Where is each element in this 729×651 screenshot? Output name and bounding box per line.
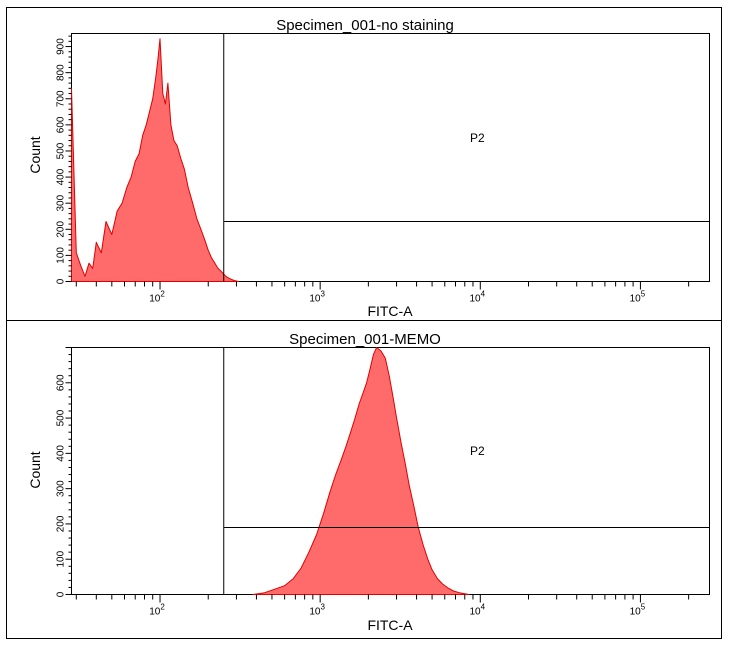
top-chart-title: Specimen_001-no staining — [276, 17, 454, 34]
y-tick-label: 900 — [56, 38, 67, 55]
y-tick-label: 800 — [56, 64, 67, 81]
y-tick-label: 600 — [56, 116, 67, 133]
x-tick-exponent: 5 — [641, 603, 646, 612]
y-tick-label: 300 — [56, 480, 67, 497]
top-x-axis-ticks: 102 103 104 105 — [75, 281, 690, 305]
bottom-histogram-series — [252, 347, 470, 595]
x-tick-label: 105 — [630, 290, 646, 305]
bottom-gate-p2 — [223, 347, 710, 595]
x-tick-label: 104 — [470, 603, 486, 618]
x-tick-label: 102 — [149, 290, 165, 305]
bottom-panel: Specimen_001-MEMO P2 0 100 200 300 400 500 600… — [27, 331, 710, 633]
bottom-gate-label: P2 — [470, 444, 485, 458]
y-tick-label: 300 — [56, 194, 67, 211]
bottom-y-axis-ticks: 0 100 200 300 400 500 600 — [56, 347, 72, 597]
y-tick-label: 400 — [56, 168, 67, 185]
top-gate-p2 — [223, 33, 710, 282]
x-tick-exponent: 2 — [160, 603, 165, 612]
x-tick-label: 104 — [470, 290, 486, 305]
top-panel: Specimen_001-no staining P2 010020030040… — [27, 17, 710, 319]
y-tick-label: 100 — [56, 550, 67, 567]
x-tick-exponent: 5 — [641, 290, 646, 299]
top-gate-label: P2 — [470, 131, 485, 145]
bottom-y-axis-label: Count — [27, 451, 43, 488]
x-tick-label: 105 — [630, 603, 646, 618]
x-tick-base: 10 — [470, 607, 482, 618]
bottom-chart-title: Specimen_001-MEMO — [289, 331, 441, 348]
x-tick-exponent: 3 — [320, 603, 325, 612]
bottom-x-axis-ticks: 102 103 104 105 — [75, 594, 690, 618]
top-y-axis-label: Count — [27, 136, 43, 173]
x-tick-base: 10 — [149, 294, 161, 305]
x-tick-base: 10 — [470, 294, 482, 305]
y-tick-label: 500 — [56, 142, 67, 159]
y-tick-label: 500 — [56, 409, 67, 426]
x-tick-label: 103 — [309, 290, 325, 305]
top-histogram-series — [71, 38, 240, 282]
y-tick-label: 600 — [56, 374, 67, 391]
top-y-axis-ticks: 0 100 200 300 400 500 600 700 800 900 — [56, 35, 72, 284]
y-tick-label: 200 — [56, 515, 67, 532]
x-tick-label: 102 — [149, 603, 165, 618]
bottom-histogram-area — [252, 347, 470, 595]
x-tick-base: 10 — [630, 607, 642, 618]
x-tick-exponent: 3 — [320, 290, 325, 299]
y-tick-label: 200 — [56, 221, 67, 238]
y-tick-label: 700 — [56, 90, 67, 107]
x-tick-base: 10 — [630, 294, 642, 305]
x-tick-exponent: 4 — [481, 290, 486, 299]
x-tick-exponent: 2 — [160, 290, 165, 299]
x-tick-exponent: 4 — [481, 603, 486, 612]
bottom-panel-border — [6, 320, 722, 639]
y-tick-label: 100 — [56, 247, 67, 264]
x-tick-label: 103 — [309, 603, 325, 618]
top-histogram-area — [71, 38, 240, 282]
top-x-axis-label: FITC-A — [367, 303, 413, 319]
x-tick-base: 10 — [309, 294, 321, 305]
bottom-x-axis-label: FITC-A — [367, 617, 413, 633]
y-tick-label: 0 — [56, 591, 67, 597]
x-tick-base: 10 — [149, 607, 161, 618]
y-tick-label: 0 — [56, 278, 67, 284]
y-tick-label: 400 — [56, 445, 67, 462]
x-tick-base: 10 — [309, 607, 321, 618]
